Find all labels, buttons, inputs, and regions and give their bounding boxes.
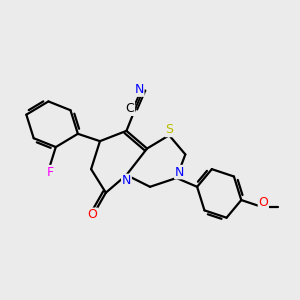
Text: F: F	[47, 166, 54, 178]
Text: O: O	[258, 196, 268, 209]
Text: N: N	[122, 174, 131, 188]
Text: S: S	[165, 124, 173, 136]
Text: O: O	[88, 208, 98, 221]
Text: N: N	[134, 83, 144, 96]
Text: C: C	[126, 102, 134, 115]
Text: N: N	[175, 166, 184, 178]
